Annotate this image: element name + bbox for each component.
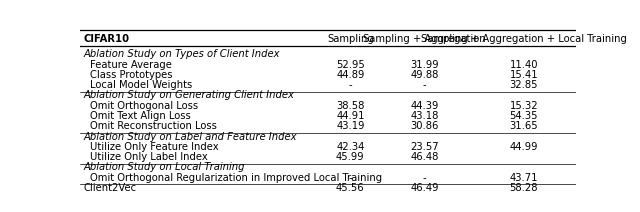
Text: 49.88: 49.88 — [410, 70, 439, 80]
Text: 23.57: 23.57 — [410, 142, 439, 152]
Text: Local Model Weights: Local Model Weights — [90, 80, 192, 90]
Text: 38.58: 38.58 — [336, 101, 365, 111]
Text: 44.39: 44.39 — [410, 101, 439, 111]
Text: 44.91: 44.91 — [336, 111, 365, 121]
Text: Class Prototypes: Class Prototypes — [90, 70, 172, 80]
Text: 31.99: 31.99 — [410, 60, 439, 70]
Text: 11.40: 11.40 — [509, 60, 538, 70]
Text: 52.95: 52.95 — [336, 60, 365, 70]
Text: 15.32: 15.32 — [509, 101, 538, 111]
Text: 32.85: 32.85 — [509, 80, 538, 90]
Text: Utilize Only Feature Index: Utilize Only Feature Index — [90, 142, 218, 152]
Text: 31.65: 31.65 — [509, 121, 538, 131]
Text: Sampling + Aggregation + Local Training: Sampling + Aggregation + Local Training — [421, 34, 627, 44]
Text: Sampling + Aggregation: Sampling + Aggregation — [364, 34, 486, 44]
Text: 44.89: 44.89 — [336, 70, 365, 80]
Text: Utilize Only Label Index: Utilize Only Label Index — [90, 152, 207, 162]
Text: -: - — [349, 173, 352, 183]
Text: 46.49: 46.49 — [410, 183, 439, 193]
Text: Omit Text Align Loss: Omit Text Align Loss — [90, 111, 191, 121]
Text: Ablation Study on Generating Client Index: Ablation Study on Generating Client Inde… — [84, 90, 295, 100]
Text: Omit Reconstruction Loss: Omit Reconstruction Loss — [90, 121, 217, 131]
Text: Omit Orthogonal Regularization in Improved Local Training: Omit Orthogonal Regularization in Improv… — [90, 173, 382, 183]
Text: 45.99: 45.99 — [336, 152, 365, 162]
Text: 43.71: 43.71 — [509, 173, 538, 183]
Text: 30.86: 30.86 — [410, 121, 439, 131]
Text: Ablation Study on Local Training: Ablation Study on Local Training — [84, 162, 246, 172]
Text: Omit Orthogonal Loss: Omit Orthogonal Loss — [90, 101, 198, 111]
Text: 54.35: 54.35 — [509, 111, 538, 121]
Text: -: - — [349, 80, 352, 90]
Text: Client2Vec: Client2Vec — [84, 183, 137, 193]
Text: 43.18: 43.18 — [410, 111, 439, 121]
Text: 44.99: 44.99 — [509, 142, 538, 152]
Text: 58.28: 58.28 — [509, 183, 538, 193]
Text: 42.34: 42.34 — [336, 142, 365, 152]
Text: Feature Average: Feature Average — [90, 60, 172, 70]
Text: Ablation Study on Label and Feature Index: Ablation Study on Label and Feature Inde… — [84, 131, 298, 142]
Text: -: - — [423, 80, 426, 90]
Text: -: - — [423, 173, 426, 183]
Text: Sampling: Sampling — [327, 34, 374, 44]
Text: CIFAR10: CIFAR10 — [84, 34, 130, 44]
Text: Ablation Study on Types of Client Index: Ablation Study on Types of Client Index — [84, 49, 280, 59]
Text: 46.48: 46.48 — [410, 152, 439, 162]
Text: 45.56: 45.56 — [336, 183, 365, 193]
Text: 15.41: 15.41 — [509, 70, 538, 80]
Text: 43.19: 43.19 — [336, 121, 365, 131]
